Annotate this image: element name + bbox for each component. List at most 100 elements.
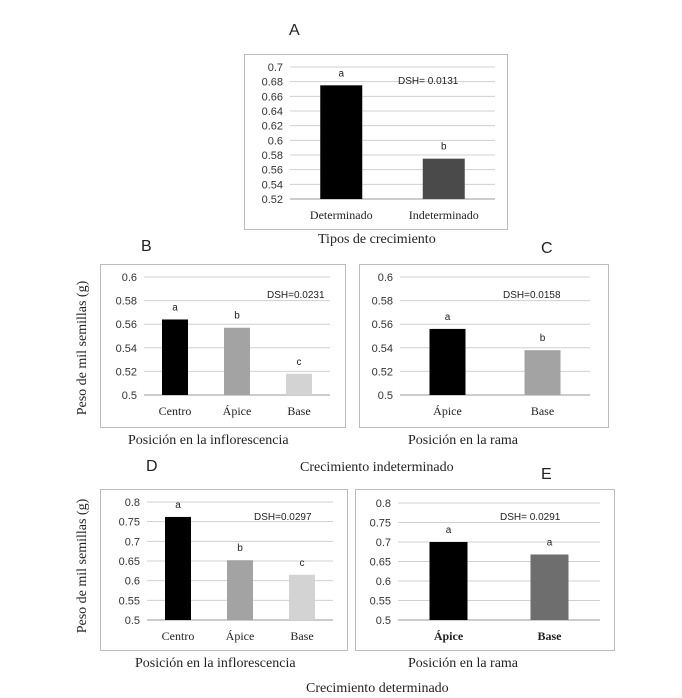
x-tick-label: Indeterminado — [409, 208, 479, 222]
y-tick-label: 0.54 — [372, 343, 393, 355]
significance-letter: c — [300, 558, 305, 569]
y-tick-label: 0.5 — [378, 390, 393, 402]
chart-frame-b — [100, 264, 346, 428]
y-tick-label: 0.7 — [125, 536, 140, 548]
x-tick-label: Ápice — [433, 404, 462, 418]
y-axis-title-lower: Peso de mil semillas (g) — [75, 498, 90, 634]
significance-letter: a — [446, 525, 452, 536]
y-tick-label: 0.65 — [370, 557, 391, 569]
y-tick-label: 0.58 — [116, 296, 137, 308]
y-tick-label: 0.56 — [116, 319, 137, 331]
panel-label-c: C — [541, 240, 553, 257]
significance-letter: a — [338, 68, 344, 79]
y-tick-label: 0.5 — [376, 615, 391, 627]
y-tick-label: 0.58 — [262, 150, 283, 162]
x-tick-label: Base — [290, 629, 313, 643]
significance-letter: c — [297, 357, 302, 368]
y-tick-label: 0.6 — [122, 272, 137, 284]
significance-letter: b — [237, 543, 243, 554]
significance-letter: a — [547, 537, 553, 548]
panel-label-e: E — [541, 466, 552, 483]
y-tick-label: 0.58 — [372, 296, 393, 308]
bar-1 — [422, 158, 465, 199]
panel-label-b: B — [141, 238, 152, 255]
y-tick-label: 0.62 — [262, 121, 283, 133]
y-tick-label: 0.54 — [116, 343, 137, 355]
y-tick-label: 0.6 — [378, 272, 393, 284]
y-tick-label: 0.56 — [262, 165, 283, 177]
y-tick-label: 0.66 — [262, 91, 283, 103]
chart-frame-a — [244, 54, 508, 230]
dsh-annotation: DSH= 0.0291 — [500, 512, 561, 523]
panel-label-a: A — [289, 22, 300, 39]
bar-0 — [429, 328, 466, 395]
x-tick-label: Ápice — [223, 404, 252, 418]
x-tick-label: Centro — [159, 404, 192, 418]
y-tick-label: 0.55 — [370, 596, 391, 608]
bar-0 — [429, 542, 468, 620]
bar-2 — [289, 574, 315, 620]
x-tick-label: Ápice — [434, 629, 464, 643]
x-axis-title-e: Posición en la rama — [408, 656, 519, 671]
y-tick-label: 0.52 — [372, 366, 393, 378]
y-tick-label: 0.64 — [262, 106, 283, 118]
x-tick-label: Base — [531, 404, 554, 418]
y-tick-label: 0.52 — [116, 366, 137, 378]
y-tick-label: 0.5 — [125, 615, 140, 627]
y-tick-label: 0.75 — [119, 517, 140, 529]
x-axis-title-b: Posición en la inflorescencia — [128, 433, 289, 448]
y-tick-label: 0.75 — [370, 518, 391, 530]
x-tick-label: Base — [287, 404, 310, 418]
x-axis-title-a: Tipos de crecimiento — [318, 232, 436, 247]
bar-0 — [320, 85, 363, 199]
chart-frame-c — [359, 264, 609, 428]
y-tick-label: 0.5 — [122, 390, 137, 402]
y-tick-label: 0.54 — [262, 179, 283, 191]
y-tick-label: 0.6 — [125, 576, 140, 588]
y-tick-label: 0.6 — [376, 576, 391, 588]
chart-frame-d — [100, 489, 348, 651]
dsh-annotation: DSH=0.0231 — [267, 290, 325, 301]
x-tick-label: Ápice — [226, 629, 255, 643]
bar-1 — [524, 350, 561, 395]
y-tick-label: 0.8 — [376, 498, 391, 510]
y-axis-title-upper: Peso de mil semillas (g) — [75, 280, 90, 416]
bar-0 — [162, 319, 188, 395]
y-tick-label: 0.52 — [262, 194, 283, 206]
x-tick-label: Centro — [162, 629, 195, 643]
significance-letter: a — [172, 302, 178, 313]
y-tick-label: 0.7 — [376, 537, 391, 549]
chart-frame-e — [355, 489, 615, 651]
dsh-annotation: DSH=0.0297 — [254, 512, 312, 523]
y-tick-label: 0.55 — [119, 595, 140, 607]
dsh-annotation: DSH=0.0158 — [503, 290, 561, 301]
x-axis-title-c: Posición en la rama — [408, 433, 519, 448]
x-axis-title-d: Posición en la inflorescencia — [135, 656, 296, 671]
y-tick-label: 0.7 — [268, 62, 283, 74]
bar-0 — [165, 516, 191, 620]
bar-1 — [224, 327, 250, 395]
y-tick-label: 0.68 — [262, 77, 283, 89]
dsh-annotation: DSH= 0.0131 — [398, 76, 459, 87]
y-tick-label: 0.56 — [372, 319, 393, 331]
significance-letter: a — [445, 312, 451, 323]
x-tick-label: Determinado — [310, 208, 373, 222]
y-tick-label: 0.8 — [125, 497, 140, 509]
y-tick-label: 0.65 — [119, 556, 140, 568]
bar-2 — [286, 373, 312, 395]
panel-label-d: D — [146, 458, 158, 475]
bar-1 — [530, 554, 569, 620]
significance-letter: b — [540, 333, 546, 344]
significance-letter: a — [175, 500, 181, 511]
significance-letter: b — [441, 142, 447, 153]
y-tick-label: 0.6 — [268, 135, 283, 147]
x-tick-label: Base — [538, 629, 563, 643]
significance-letter: b — [234, 311, 240, 322]
indeterminate-caption: Crecimiento indeterminado — [300, 460, 454, 475]
determinate-caption: Crecimiento determinado — [306, 681, 449, 696]
